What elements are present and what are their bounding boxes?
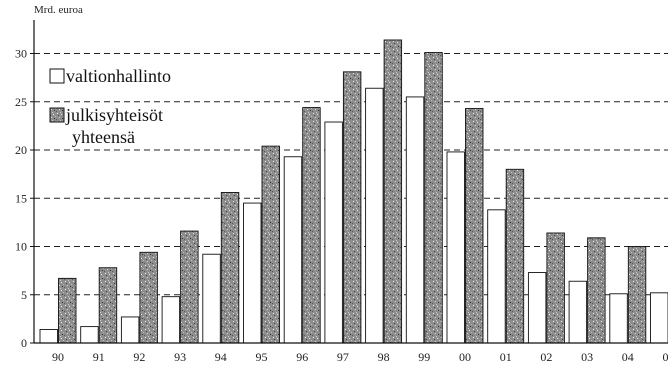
bar-valtionhallinto-01 <box>487 209 506 344</box>
x-tick-label-92: 92 <box>133 350 145 364</box>
bar-valtionhallinto-96 <box>283 156 303 344</box>
legend-label-line-1: julkisyhteisöt <box>65 105 163 125</box>
bar-julkisyhteisot-98 <box>383 39 403 344</box>
bar-valtionhallinto-93 <box>161 296 181 344</box>
x-tick-label-02: 02 <box>540 350 552 364</box>
legend: valtionhallinto julkisyhteisöt yhteensä <box>49 66 171 147</box>
y-tick-label-30: 30 <box>15 47 27 61</box>
x-tick-label-98: 98 <box>378 350 390 364</box>
y-tick-label-0: 0 <box>21 336 27 350</box>
bar-valtionhallinto-03 <box>568 280 588 344</box>
x-axis-ticks: 90 91 92 93 94 95 96 97 98 99 00 01 02 03 04 05 <box>52 350 668 364</box>
bar-julkisyhteisot-97 <box>342 71 362 344</box>
bar-julkisyhteisot-99 <box>424 52 443 344</box>
bar-valtionhallinto-99 <box>405 96 425 344</box>
x-tick-label-97: 97 <box>337 350 349 364</box>
bar-julkisyhteisot-03 <box>587 237 606 344</box>
x-tick-label-93: 93 <box>174 350 186 364</box>
bar-julkisyhteisot-01 <box>505 168 525 344</box>
x-tick-label-04: 04 <box>622 350 634 364</box>
bar-valtionhallinto-00 <box>446 151 465 344</box>
x-tick-label-91: 91 <box>93 350 105 364</box>
legend-swatch-valtionhallinto <box>49 68 65 84</box>
x-tick-label-05: 05 <box>663 350 668 364</box>
bar-valtionhallinto-97 <box>324 121 343 344</box>
y-tick-label-10: 10 <box>15 240 27 254</box>
bar-julkisyhteisot-02 <box>546 232 565 344</box>
bar-julkisyhteisot-91 <box>98 267 118 344</box>
bar-julkisyhteisot-96 <box>302 107 321 344</box>
bar-valtionhallinto-98 <box>365 87 384 344</box>
y-axis-ticks: 0 5 10 15 20 25 30 <box>15 47 34 350</box>
x-tick-label-94: 94 <box>215 350 227 364</box>
legend-swatch-julkisyhteisot <box>49 107 65 123</box>
bar-julkisyhteisot-04 <box>627 246 647 344</box>
legend-label-line-2: yhteensä <box>72 127 135 147</box>
legend-label-julkisyhteisot: julkisyhteisöt yhteensä <box>65 105 163 147</box>
bar-valtionhallinto-94 <box>202 253 221 344</box>
bar-valtionhallinto-02 <box>527 272 547 344</box>
y-tick-label-25: 25 <box>15 95 27 109</box>
bar-valtionhallinto-92 <box>120 316 140 344</box>
bar-valtionhallinto-05 <box>650 292 668 344</box>
bar-valtionhallinto-95 <box>243 202 262 344</box>
y-tick-label-20: 20 <box>15 143 27 157</box>
bars <box>39 39 668 344</box>
unit-label: Mrd. euroa <box>34 4 83 16</box>
bar-julkisyhteisot-93 <box>180 230 199 344</box>
bar-julkisyhteisot-95 <box>261 145 280 344</box>
x-tick-label-99: 99 <box>418 350 430 364</box>
bar-valtionhallinto-04 <box>609 293 628 344</box>
x-tick-label-90: 90 <box>52 350 64 364</box>
x-tick-label-00: 00 <box>459 350 471 364</box>
bar-valtionhallinto-90 <box>39 329 58 344</box>
legend-label-valtionhallinto: valtionhallinto <box>66 66 171 86</box>
y-tick-label-15: 15 <box>15 191 27 205</box>
bar-julkisyhteisot-94 <box>220 192 240 344</box>
bar-valtionhallinto-91 <box>80 326 99 344</box>
x-tick-label-03: 03 <box>581 350 593 364</box>
x-tick-label-95: 95 <box>256 350 268 364</box>
x-tick-label-01: 01 <box>500 350 512 364</box>
y-tick-label-5: 5 <box>21 288 27 302</box>
bar-julkisyhteisot-00 <box>465 108 484 344</box>
bar-julkisyhteisot-90 <box>58 277 77 344</box>
x-tick-label-96: 96 <box>296 350 308 364</box>
bar-julkisyhteisot-92 <box>139 251 158 344</box>
